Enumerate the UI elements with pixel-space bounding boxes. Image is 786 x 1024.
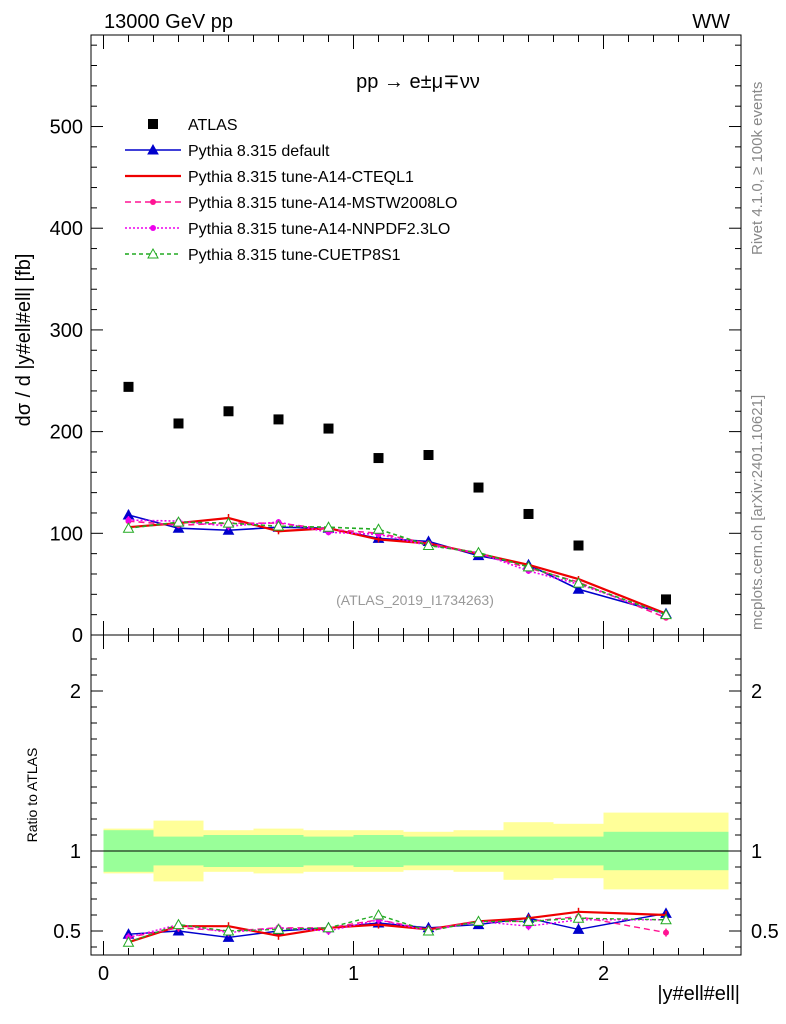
- series-point: [572, 577, 585, 588]
- ratio-y-tick-label: 2: [70, 681, 81, 703]
- legend-label: Pythia 8.315 tune-A14-MSTW2008LO: [188, 195, 457, 212]
- legend-marker: [147, 143, 159, 155]
- main-panel: 0 100 200 300 400 500 pp → e±μ∓νν dσ / d |y#e…: [13, 34, 742, 647]
- ratio-y-tick-label: 0.5: [751, 921, 779, 943]
- data-point: [661, 594, 671, 605]
- legend: ATLAS Pythia 8.315 default Pythia 8.315 tu…: [125, 117, 457, 264]
- ratio-point: [422, 924, 435, 936]
- legend-label: Pythia 8.315 default: [188, 143, 330, 160]
- ratio-point: [472, 915, 485, 926]
- legend-label: ATLAS: [188, 117, 238, 134]
- rivet-label: Rivet 4.1.0, ≥ 100k events: [749, 82, 766, 255]
- ratio-y-tick-label: 2: [751, 681, 762, 703]
- ratio-point: [122, 936, 135, 947]
- ratio-y-tick-label: 1: [751, 841, 762, 863]
- x-tick-label: 1: [348, 963, 359, 985]
- legend-marker: [148, 119, 158, 129]
- y-tick-label: 300: [50, 320, 83, 342]
- series-point: [272, 520, 285, 531]
- main-ylabel: dσ / d |y#ell#ell| [fb]: [13, 254, 35, 427]
- ratio-y-tick-label: 0.5: [53, 921, 81, 943]
- legend-label: Pythia 8.315 tune-CUETP8S1: [188, 247, 401, 264]
- process-title: pp → e±μ∓νν: [356, 71, 480, 93]
- main-y-axis: 0 100 200 300 400 500: [50, 44, 741, 647]
- ratio-point: [372, 908, 385, 920]
- y-tick-label: 400: [50, 218, 83, 240]
- x-tick-label: 2: [598, 963, 609, 985]
- ratio-point: [222, 924, 235, 936]
- ratio-point: [272, 923, 285, 934]
- data-point: [373, 453, 384, 464]
- y-tick-label: 200: [50, 422, 83, 444]
- data-point: [323, 423, 334, 434]
- ratio-point: [660, 913, 672, 925]
- legend-marker: [147, 247, 159, 259]
- ratio-point: [222, 931, 235, 942]
- ratio-x-axis: 0 1 2: [98, 635, 704, 985]
- ratio-point: [322, 921, 335, 933]
- series-point: [125, 517, 132, 524]
- y-tick-label: 500: [50, 117, 83, 139]
- ratio-ylabel: Ratio to ATLAS: [24, 748, 40, 843]
- series-line: [128, 521, 667, 616]
- ratio-point: [663, 929, 669, 936]
- legend-marker: [150, 225, 156, 231]
- ratio-point: [522, 915, 535, 926]
- ratio-y-axis: 0.5 0.5 1 1 2 2: [53, 658, 779, 948]
- ratio-panel: 0.5 0.5 1 1 2 2 0 1 2 Ratio to ATLAS |y#ell#ell…: [24, 634, 779, 1005]
- y-tick-label: 0: [72, 625, 83, 647]
- series-point: [472, 546, 485, 558]
- series-point: [422, 539, 435, 551]
- data-point: [123, 381, 134, 392]
- series-point: [222, 517, 235, 528]
- x-tick-label: 0: [98, 963, 109, 985]
- process-label: WW: [692, 11, 730, 33]
- series-point: [322, 521, 335, 532]
- series-point: [522, 560, 535, 572]
- legend-label: Pythia 8.315 tune-A14-NNPDF2.3LO: [188, 221, 450, 238]
- data-point: [273, 414, 284, 425]
- main-data-layer: [122, 381, 672, 621]
- main-x-axis: [103, 35, 704, 635]
- series-point: [372, 523, 385, 534]
- ratio-point: [572, 923, 585, 934]
- data-point: [173, 418, 184, 429]
- ratio-y-tick-label: 1: [70, 841, 81, 863]
- series-point: [172, 516, 185, 527]
- ratio-xlabel: |y#ell#ell|: [657, 983, 740, 1005]
- legend-marker: [150, 199, 156, 205]
- ratio-frame: [90, 634, 742, 956]
- ratio-point: [572, 912, 585, 923]
- series-point: [122, 522, 135, 533]
- ratio-bands: [91, 812, 741, 890]
- ratio-data-layer: [122, 907, 672, 947]
- ratio-point: [172, 918, 185, 930]
- ratio-line: [128, 910, 667, 944]
- data-point: [573, 540, 584, 551]
- data-point: [523, 508, 534, 519]
- mcplots-label: mcplots.cern.ch [arXiv:2401.10621]: [749, 395, 766, 630]
- data-point: [423, 450, 434, 460]
- analysis-tag: (ATLAS_2019_I1734263): [336, 592, 494, 608]
- data-point: [223, 406, 234, 417]
- data-point: [473, 482, 484, 493]
- beam-label: 13000 GeV pp: [104, 11, 233, 33]
- legend-label: Pythia 8.315 tune-A14-CTEQL1: [188, 169, 414, 186]
- y-tick-label: 100: [50, 523, 83, 545]
- series-point: [660, 608, 672, 620]
- series-point: [572, 583, 585, 594]
